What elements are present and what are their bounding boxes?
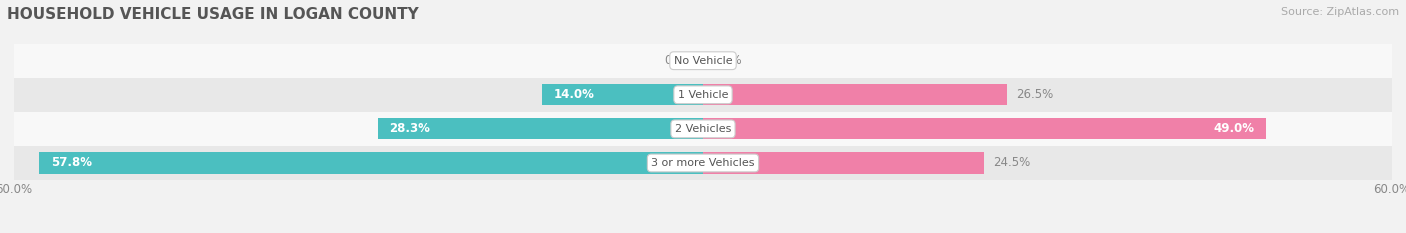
Text: 1 Vehicle: 1 Vehicle — [678, 90, 728, 100]
Text: HOUSEHOLD VEHICLE USAGE IN LOGAN COUNTY: HOUSEHOLD VEHICLE USAGE IN LOGAN COUNTY — [7, 7, 419, 22]
Text: Source: ZipAtlas.com: Source: ZipAtlas.com — [1281, 7, 1399, 17]
Bar — [14, 112, 1392, 146]
Text: 28.3%: 28.3% — [389, 122, 430, 135]
Text: 24.5%: 24.5% — [994, 157, 1031, 169]
Text: 57.8%: 57.8% — [51, 157, 91, 169]
Bar — [14, 44, 1392, 78]
Bar — [14, 146, 1392, 180]
Text: 26.5%: 26.5% — [1017, 88, 1053, 101]
Text: 14.0%: 14.0% — [554, 88, 595, 101]
Bar — [39, 152, 703, 174]
Text: 2 Vehicles: 2 Vehicles — [675, 124, 731, 134]
Text: 3 or more Vehicles: 3 or more Vehicles — [651, 158, 755, 168]
Text: 0.0%: 0.0% — [664, 54, 693, 67]
Bar — [703, 118, 1265, 140]
Text: 0.0%: 0.0% — [713, 54, 742, 67]
Text: No Vehicle: No Vehicle — [673, 56, 733, 66]
Text: 49.0%: 49.0% — [1213, 122, 1254, 135]
Bar — [703, 152, 984, 174]
Bar — [703, 84, 1007, 105]
Bar — [378, 118, 703, 140]
Bar — [14, 78, 1392, 112]
Bar — [543, 84, 703, 105]
